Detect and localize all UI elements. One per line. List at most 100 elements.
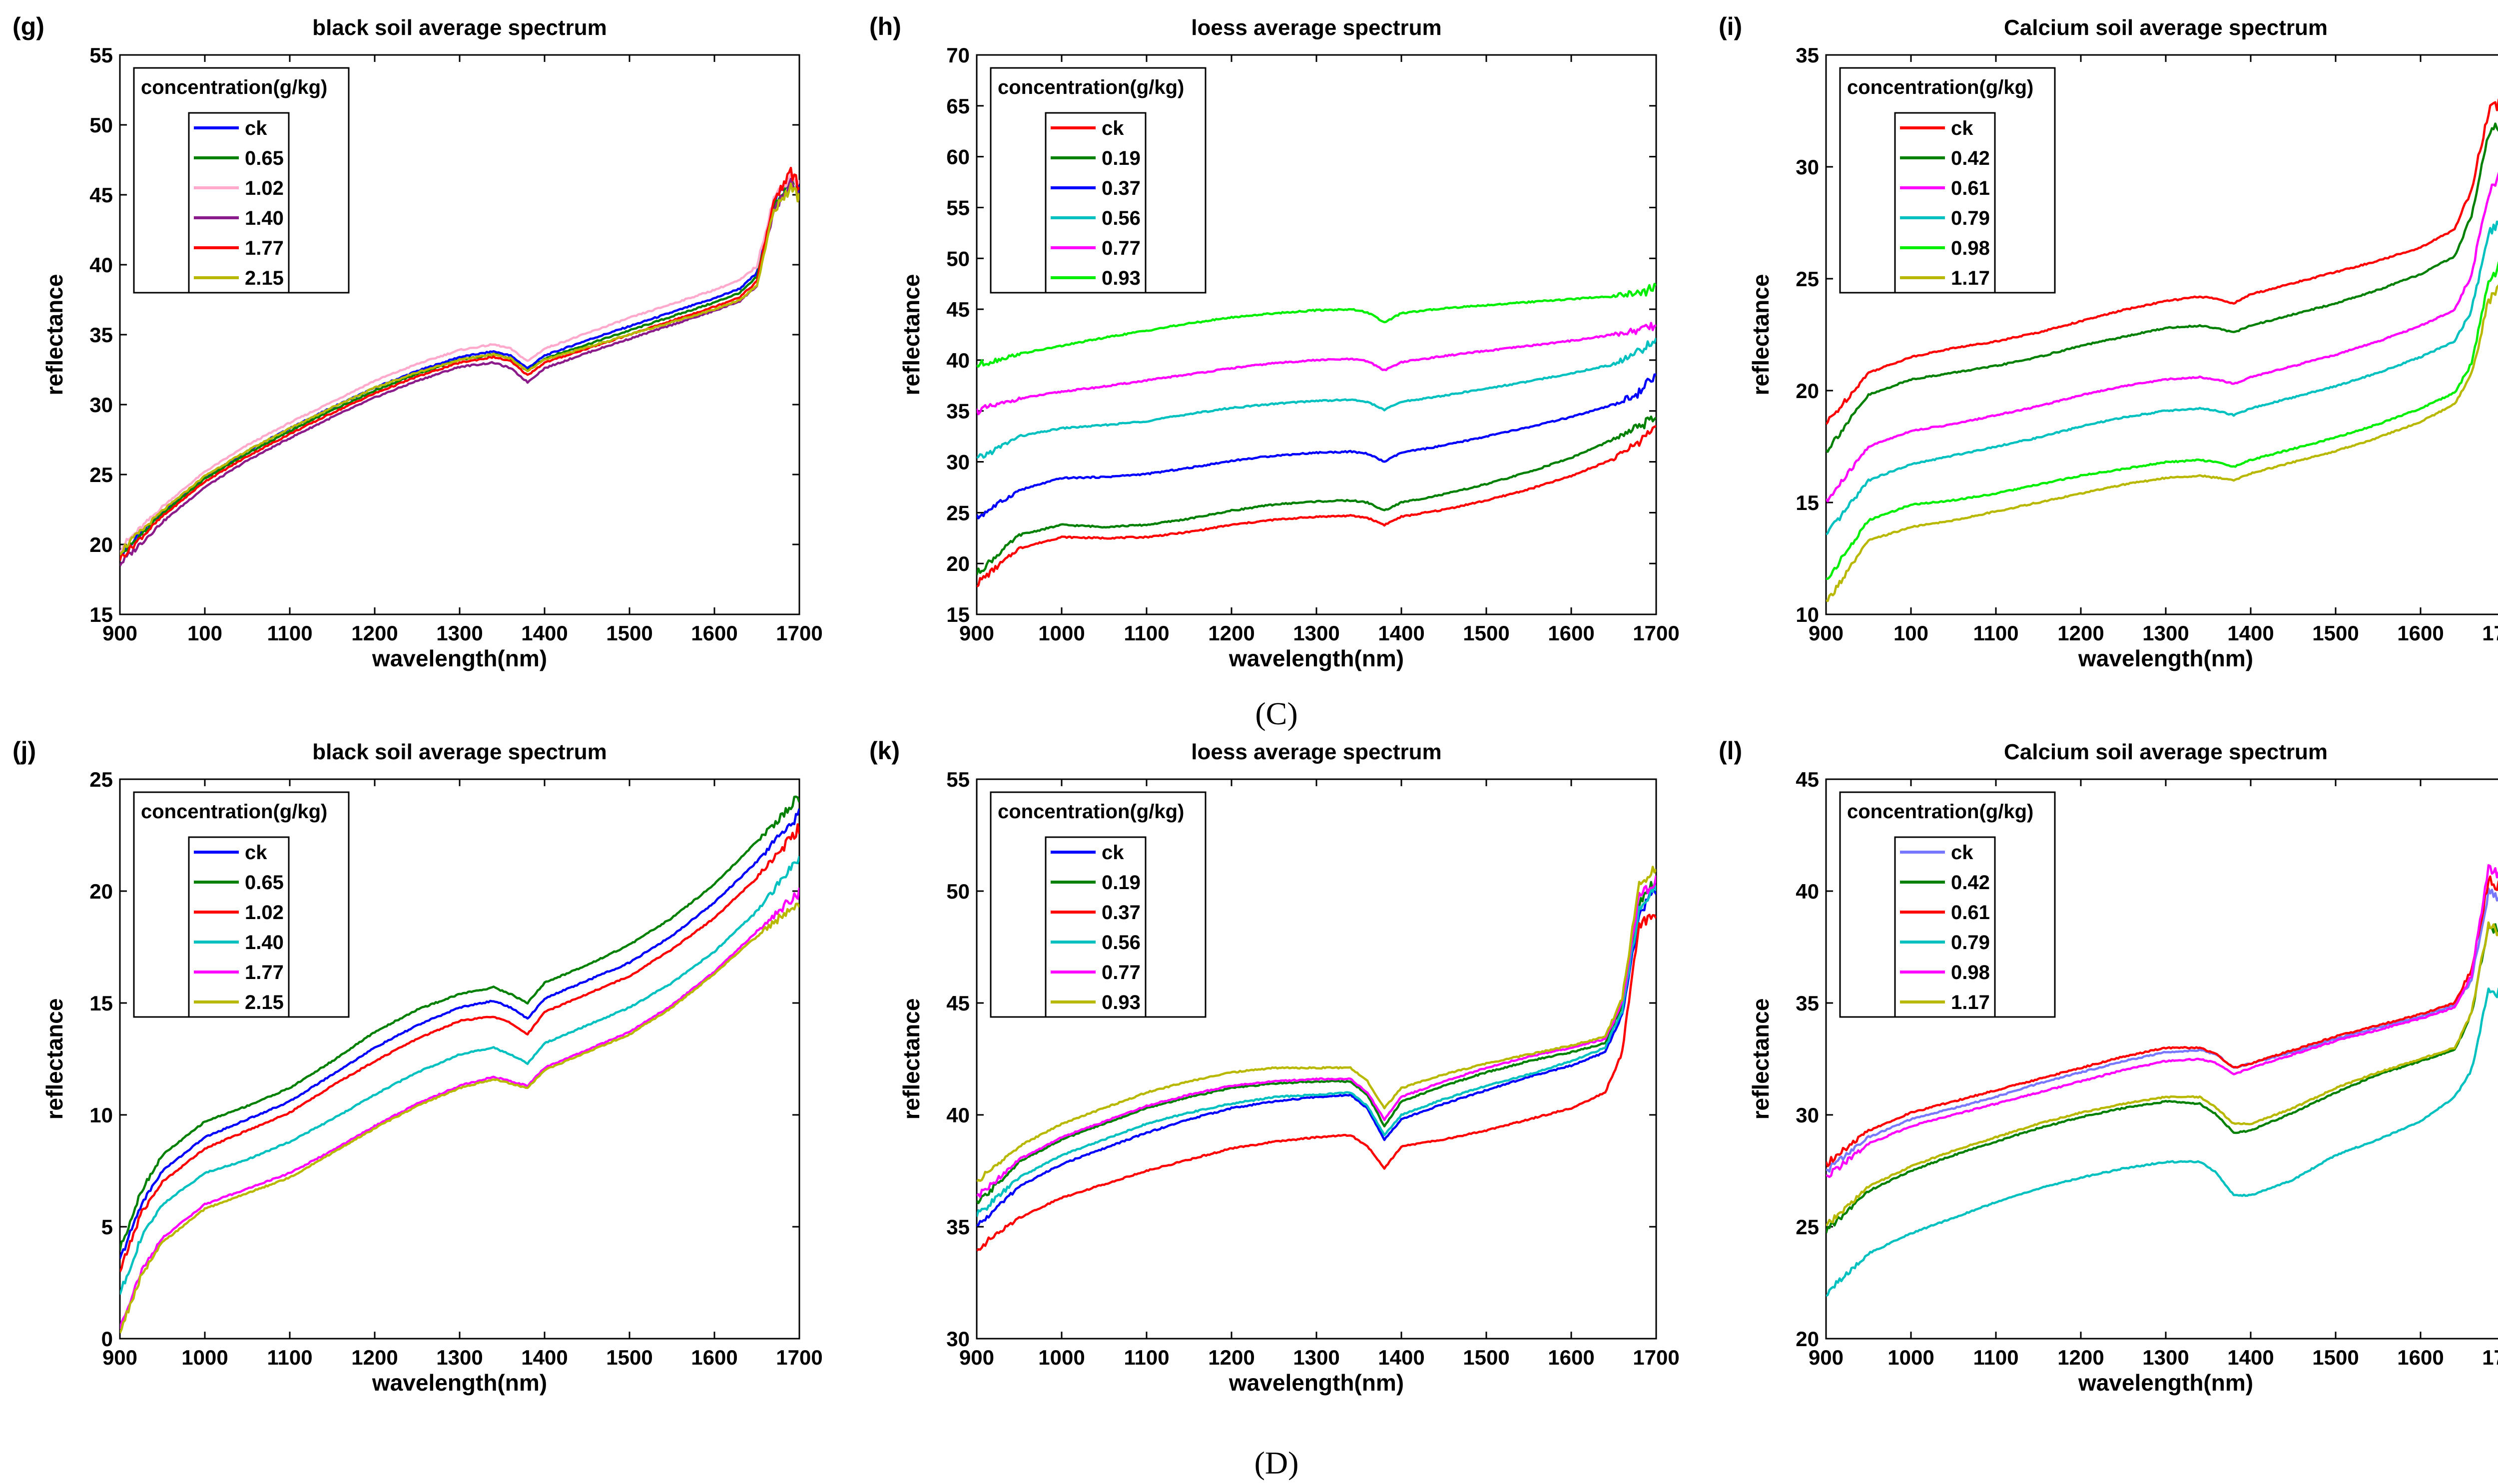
legend-entry: 0.79 <box>1951 932 1990 954</box>
series-line-0.19 <box>977 881 1656 1204</box>
y-tick-label: 50 <box>946 247 970 270</box>
legend-entry: 0.98 <box>1951 962 1990 984</box>
series-line-0.19 <box>977 415 1656 575</box>
series-line-0.77 <box>977 875 1656 1198</box>
x-tick-label: 1200 <box>1208 621 1254 645</box>
series-line-ck <box>977 890 1656 1227</box>
x-tick-label: 1100 <box>1973 1346 2018 1369</box>
chart-title: black soil average spectrum <box>312 15 607 40</box>
legend-inner-box <box>1894 836 1996 1018</box>
series-line-1.77 <box>120 166 799 561</box>
x-axis-label: wavelength(nm) <box>1229 1370 1404 1396</box>
legend: concentration(g/kg) ck 0.65 1.02 1.40 1.77 2.1… <box>133 791 350 1018</box>
legend-title: concentration(g/kg) <box>1847 76 2033 98</box>
chart-title: loess average spectrum <box>1191 740 1441 764</box>
chart-panel-g: (g) black soil average spectrum 900 100 1100… <box>12 12 823 671</box>
series-line-0.77 <box>977 322 1656 416</box>
legend-entry: 0.37 <box>1102 177 1141 199</box>
x-tick-label: 1600 <box>1548 621 1594 645</box>
x-tick-label: 1200 <box>351 1346 398 1369</box>
x-tick-label: 900 <box>102 621 137 645</box>
x-tick-label: 1600 <box>691 1346 737 1369</box>
series-line-ck <box>1826 887 2498 1173</box>
legend: concentration(g/kg) ck 0.42 0.61 0.79 0.98 1.1… <box>1839 67 2056 294</box>
panel-label: (g) <box>12 12 44 40</box>
series-line-0.42 <box>1826 923 2498 1234</box>
legend-entry: 1.17 <box>1951 267 1990 289</box>
y-tick-label: 15 <box>89 603 113 626</box>
y-axis-label: reflectance <box>898 998 924 1120</box>
x-tick-label: 1000 <box>181 1346 228 1369</box>
legend-entry: 2.15 <box>245 991 284 1013</box>
chart-title: Calcium soil average spectrum <box>2004 740 2328 764</box>
x-axis-label: wavelength(nm) <box>2078 645 2253 671</box>
y-tick-label: 0 <box>101 1327 113 1351</box>
y-tick-label: 20 <box>946 552 970 575</box>
legend-entry: 0.93 <box>1102 267 1141 289</box>
legend-inner-box <box>1045 112 1147 294</box>
x-tick-label: 1400 <box>2227 621 2274 645</box>
x-tick-label: 1500 <box>1463 621 1509 645</box>
y-tick-label: 35 <box>946 400 970 423</box>
y-tick-label: 10 <box>89 1103 113 1127</box>
chart-title: Calcium soil average spectrum <box>2004 15 2328 40</box>
y-tick-label: 5 <box>101 1215 113 1239</box>
series-line-0.42 <box>1826 122 2498 453</box>
series-line-2.15 <box>120 903 799 1334</box>
x-tick-label: 1600 <box>1548 1346 1594 1369</box>
legend: concentration(g/kg) ck 0.19 0.37 0.56 0.77 0.9… <box>990 67 1207 294</box>
caption-c: (C) <box>1255 696 1297 731</box>
x-tick-label: 1000 <box>1038 1346 1085 1369</box>
x-tick-label: 1700 <box>2482 1346 2498 1369</box>
legend-entry: 0.42 <box>1951 872 1990 894</box>
legend-entry: ck <box>1102 117 1124 139</box>
legend-entry: 0.61 <box>1951 902 1990 924</box>
x-tick-label: 900 <box>959 1346 994 1369</box>
y-tick-label: 25 <box>946 501 970 524</box>
x-tick-label: 1200 <box>2057 621 2104 645</box>
legend-entry: 0.79 <box>1951 207 1990 229</box>
x-tick-label: 1100 <box>267 1346 312 1369</box>
y-tick-label: 35 <box>1796 991 1819 1015</box>
x-tick-label: 1100 <box>267 621 312 645</box>
chart-panel-h: (h) loess average spectrum 900 1000 1100 1200… <box>869 12 1680 671</box>
x-tick-label: 900 <box>1809 621 1844 645</box>
x-tick-label: 1700 <box>2482 621 2498 645</box>
panel-label: (h) <box>869 12 901 40</box>
panel-label: (i) <box>1719 12 1742 40</box>
series-group <box>120 166 799 566</box>
x-tick-label: 1500 <box>606 621 652 645</box>
x-tick-label: 1300 <box>2142 621 2189 645</box>
y-tick-label: 25 <box>89 768 113 791</box>
y-tick-label: 25 <box>1796 1215 1819 1239</box>
x-tick-label: 1200 <box>351 621 398 645</box>
legend-box <box>133 67 350 294</box>
x-tick-label: 1000 <box>1887 1346 1934 1369</box>
legend-entry: 0.56 <box>1102 932 1141 954</box>
y-tick-label: 35 <box>946 1215 970 1239</box>
legend-entry: 1.40 <box>245 932 284 954</box>
x-tick-label: 1400 <box>521 621 568 645</box>
y-tick-label: 20 <box>1796 1327 1819 1351</box>
y-tick-label: 10 <box>1796 603 1819 626</box>
y-tick-label: 25 <box>1796 267 1819 291</box>
legend-entry: 0.37 <box>1102 902 1141 924</box>
legend-entry: 0.65 <box>245 872 284 894</box>
legend: concentration(g/kg) ck 0.65 1.02 1.40 1.77 2.1… <box>133 67 350 294</box>
legend-entry: 1.77 <box>245 237 284 259</box>
legend-entry: 0.77 <box>1102 237 1141 259</box>
y-tick-label: 15 <box>946 603 970 626</box>
legend-entry: ck <box>1951 842 1973 864</box>
series-line-0.93 <box>977 283 1656 368</box>
y-tick-label: 35 <box>89 323 113 347</box>
legend-entry: 0.98 <box>1951 237 1990 259</box>
series-line-0.93 <box>977 866 1656 1182</box>
series-line-0.79 <box>1826 987 2498 1297</box>
legend-inner-box <box>188 836 290 1018</box>
y-tick-label: 55 <box>946 196 970 219</box>
x-tick-label: 1500 <box>606 1346 652 1369</box>
y-tick-label: 20 <box>1796 379 1819 403</box>
x-tick-label: 1600 <box>2397 621 2444 645</box>
y-tick-label: 30 <box>1796 155 1819 179</box>
